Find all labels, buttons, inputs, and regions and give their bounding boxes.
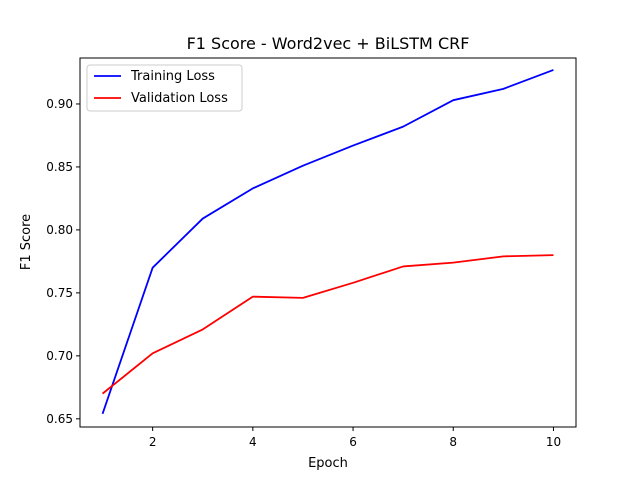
y-tick-label: 0.75 [46, 286, 73, 300]
x-axis-label: Epoch [308, 456, 348, 471]
x-tick-label: 6 [349, 435, 357, 449]
y-tick-label: 0.70 [46, 349, 73, 363]
y-tick-label: 0.85 [46, 160, 73, 174]
x-tick-label: 10 [546, 435, 561, 449]
x-tick-label: 4 [249, 435, 257, 449]
series-line-training-loss [101, 69, 554, 415]
y-axis-label: F1 Score [19, 214, 34, 270]
y-tick-label: 0.80 [46, 223, 73, 237]
y-axis-ticks: 0.65 0.70 0.75 0.80 0.85 0.90 [46, 97, 80, 426]
legend-label-training-loss: Training Loss [130, 69, 215, 84]
x-tick-label: 8 [449, 435, 457, 449]
legend-box [86, 64, 243, 112]
chart-title: F1 Score - Word2vec + BiLSTM CRF [187, 34, 470, 53]
y-tick-label: 0.90 [46, 97, 73, 111]
series-line-validation-loss [101, 254, 554, 395]
plot-background [80, 58, 576, 427]
legend-label-validation-loss: Validation Loss [131, 91, 228, 106]
x-tick-label: 2 [149, 435, 157, 449]
y-tick-label: 0.65 [46, 412, 73, 426]
x-axis-ticks: 2 4 6 8 10 [149, 427, 561, 449]
plot-frame [79, 57, 577, 428]
plot-area: 2 4 6 8 10 0.65 0.70 0.75 0.80 0.85 0.90 [46, 57, 577, 449]
series-layer [101, 69, 554, 415]
legend: Training Loss Validation Loss [86, 64, 243, 112]
